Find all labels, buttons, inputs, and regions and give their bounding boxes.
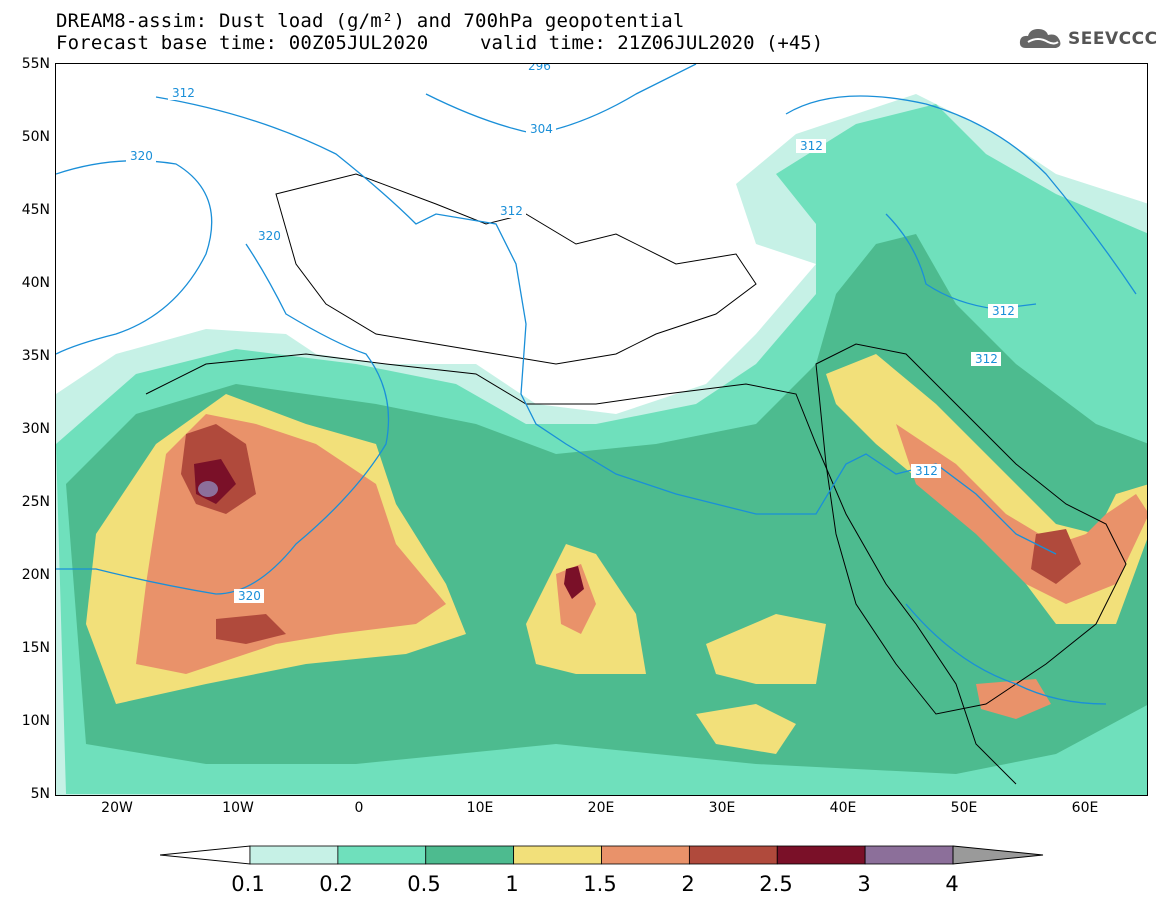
contour-label-296: 296 [528,64,551,73]
dust-band-orange-socotra [976,679,1051,719]
colorbar-label-3: 1 [505,872,519,896]
lat-label-25n: 25N [21,494,50,510]
lon-label-0: 0 [354,800,364,816]
colorbar-label-6: 2.5 [759,872,793,896]
contour-312-east [785,95,1137,295]
colorbar-cell-1 [337,845,427,865]
contour-label-304: 304 [530,122,553,136]
africa-coastline [145,353,1017,785]
lon-label-50e: 50E [950,800,978,816]
contour-label-312-arabia: 312 [915,464,938,478]
map-canvas: 312 312 320 320 320 304 312 312 312 312 … [56,64,1147,795]
lat-label-40n: 40N [21,275,50,291]
colorbar-cell-5 [688,845,778,865]
colorbar-label-5: 2 [681,872,695,896]
colorbar-cell-0 [249,845,339,865]
lat-label-55n: 55N [21,56,50,72]
contour-label-312-west: 312 [172,86,195,100]
colorbar-cell-6 [776,845,866,865]
map-title: DREAM8-assim: Dust load (g/m²) and 700hP… [56,10,685,32]
logo-text: SEEVCCC [1068,29,1158,49]
colorbar-label-7: 3 [857,872,871,896]
colorbar-label-8: 4 [945,872,959,896]
contour-312-west [155,96,1057,555]
lon-label-20w: 20W [101,800,133,816]
dust-band-orange-arabia [896,424,1147,604]
arabia-coastline [815,343,1127,715]
lat-label-45n: 45N [21,202,50,218]
lon-label-30e: 30E [708,800,736,816]
lat-label-30n: 30N [21,421,50,437]
lat-label-20n: 20N [21,567,50,583]
lon-label-10w: 10W [222,800,254,816]
colorbar-svg [159,845,1044,865]
lat-label-35n: 35N [21,348,50,364]
contour-label-312-gulf: 312 [975,352,998,366]
lon-label-40e: 40E [829,800,857,816]
colorbar-label-0: 0.1 [231,872,265,896]
geopotential-contours [56,64,1137,705]
contour-label-312-iran: 312 [992,304,1015,318]
dust-band-darkest-chad [564,566,584,599]
colorbar-under-arrow [159,845,251,865]
dust-band-yellow-sudan [706,614,826,684]
colorbar-label-2: 0.5 [407,872,441,896]
contour-label-320-africa: 320 [238,589,261,603]
lon-label-20e: 20E [587,800,615,816]
forecast-base-time: Forecast base time: 00Z05JUL2020 [56,32,429,54]
colorbar-over-arrow [952,845,1044,865]
lon-label-10e: 10E [466,800,494,816]
dust-load-map: 312 312 320 320 320 304 312 312 312 312 … [55,63,1148,796]
colorbar-cell-4 [601,845,690,865]
europe-coastline [275,173,757,365]
colorbar-cell-3 [513,845,602,865]
colorbar-cell-2 [425,845,515,865]
contour-312-africa [905,603,1107,705]
cloud-icon [1019,29,1061,48]
contour-labels: 312 312 320 320 320 304 312 312 312 312 … [126,64,1018,603]
contour-label-320-iberia: 320 [258,229,281,243]
dust-band-max-west [198,481,218,497]
contour-304 [425,64,697,135]
dust-band-dark-oman [1031,529,1081,584]
valid-time: valid time: 21Z06JUL2020 (+45) [480,32,824,54]
seevccc-logo: SEEVCCC [1018,26,1158,52]
contour-320-west [56,243,390,595]
contour-312-caspian [885,213,1037,310]
lat-label-50n: 50N [21,129,50,145]
colorbar [159,842,1045,872]
contour-label-312-caucasus: 312 [800,139,823,153]
lat-label-5n: 5N [30,786,50,802]
colorbar-cell-7 [864,845,954,865]
lon-label-60e: 60E [1071,800,1099,816]
colorbar-label-4: 1.5 [583,872,617,896]
lat-label-10n: 10N [21,713,50,729]
contour-label-320-north: 320 [130,149,153,163]
dust-band-yellow-chad [696,704,796,754]
contour-label-312-italy: 312 [500,204,523,218]
colorbar-label-1: 0.2 [319,872,353,896]
lat-label-15n: 15N [21,640,50,656]
dust-band-dark-mauritania [216,614,286,644]
